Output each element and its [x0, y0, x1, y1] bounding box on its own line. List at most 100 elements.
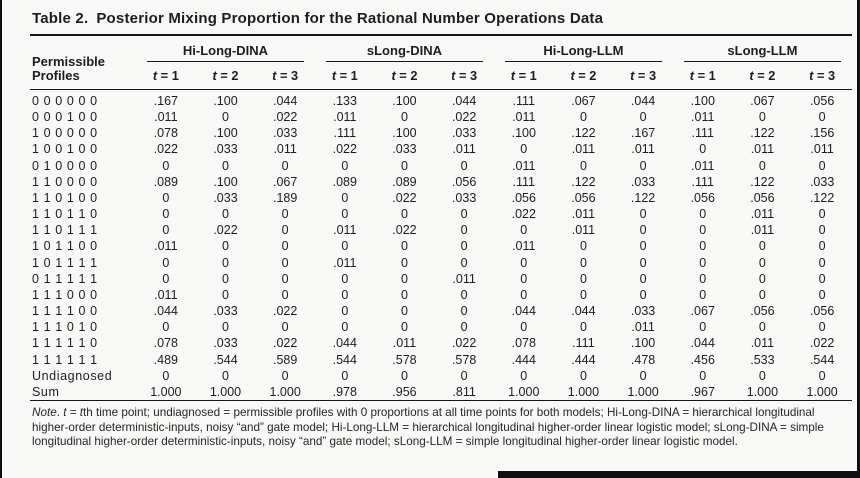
value-cell: .022 — [809, 336, 835, 351]
scan-bottom-bar — [498, 471, 860, 478]
profile-cell: 0 0 0 1 0 0 — [32, 110, 98, 125]
value-cell: .011 — [154, 239, 178, 254]
value-cell: .067 — [690, 304, 715, 319]
value-cell: .044 — [153, 304, 178, 319]
value-cell: .033 — [272, 126, 298, 141]
value-cell: 0 — [400, 158, 408, 173]
value-cell: 0 — [639, 110, 647, 125]
value-cell: 0 — [520, 255, 528, 270]
value-cell: .022 — [272, 304, 298, 319]
group-header-row: Permissible Profiles Hi-Long-DINA sLong-… — [30, 36, 852, 90]
value-cell: 0 — [758, 320, 766, 335]
table-row: 0 0 0 1 0 0 .011 0 .022 .011 0 .022 .011 0 0 .011 0… — [30, 109, 852, 125]
value-cell: 1.000 — [806, 384, 838, 399]
value-cell: 0 — [341, 271, 349, 286]
group-label: Hi-Long-LLM — [504, 43, 662, 62]
value-cell: 0 — [758, 110, 766, 125]
value-cell: .078 — [511, 336, 536, 351]
time-header-cell: t = 3 — [792, 62, 852, 90]
value-cell: 0 — [699, 207, 707, 222]
value-cell: 0 — [818, 255, 826, 270]
value-cell: .067 — [272, 174, 298, 189]
value-cell: .122 — [809, 190, 835, 205]
time-header-cell: t = 1 — [314, 62, 375, 90]
value-cell: .122 — [571, 174, 596, 189]
value-cell: .011 — [691, 110, 715, 125]
value-cell: .967 — [690, 384, 715, 399]
value-cell: .978 — [332, 384, 357, 399]
table-row: 1 1 0 1 1 0 0 0 0 0 0 0 .022 .011 0 0 .011 0 — [30, 206, 852, 222]
value-cell: 0 — [579, 368, 587, 383]
value-cell: .100 — [392, 94, 417, 108]
value-cell: .011 — [392, 336, 417, 351]
value-cell: 0 — [460, 207, 468, 222]
profile-cell: 1 0 1 1 0 0 — [32, 239, 98, 254]
value-cell: .011 — [512, 239, 536, 254]
value-cell: 0 — [162, 255, 170, 270]
table-row: 0 1 1 1 1 1 0 0 0 0 0 .011 0 0 0 0 0 0 — [30, 271, 852, 287]
profile-cell: Sum — [32, 384, 60, 399]
value-cell: .456 — [690, 352, 715, 367]
value-cell: .033 — [451, 190, 477, 205]
value-cell: 0 — [341, 320, 349, 335]
value-cell: .022 — [332, 142, 357, 157]
value-cell: 0 — [818, 158, 826, 173]
value-cell: 0 — [758, 255, 766, 270]
value-cell: .044 — [451, 94, 477, 108]
value-cell: 0 — [758, 158, 766, 173]
value-cell: .056 — [511, 190, 536, 205]
profile-cell: 1 0 0 0 0 0 — [32, 126, 98, 141]
value-cell: .100 — [392, 126, 417, 141]
table-row: 1 0 1 1 0 0 .011 0 0 0 0 0 .011 0 0 0 0 0 — [30, 238, 852, 254]
value-cell: 0 — [818, 271, 826, 286]
value-cell: .033 — [630, 174, 656, 189]
value-cell: .011 — [810, 142, 834, 157]
group-label: Hi-Long-DINA — [147, 43, 304, 62]
value-cell: .011 — [750, 207, 775, 222]
table-row: 1 0 1 1 1 1 0 0 0 .011 0 0 0 0 0 0 0 0 — [30, 255, 852, 271]
value-cell: .533 — [750, 352, 775, 367]
value-cell: .044 — [272, 94, 298, 108]
value-cell: 0 — [222, 255, 229, 270]
value-cell: .133 — [332, 94, 357, 108]
value-cell: 0 — [699, 320, 707, 335]
value-cell: 0 — [162, 207, 170, 222]
value-cell: 1.000 — [269, 384, 301, 399]
value-cell: 0 — [818, 287, 826, 302]
value-cell: .011 — [512, 110, 536, 125]
value-cell: .011 — [691, 158, 715, 173]
value-cell: .011 — [750, 142, 775, 157]
value-cell: 0 — [639, 239, 647, 254]
value-cell: 0 — [460, 287, 468, 302]
value-cell: 0 — [460, 368, 468, 383]
profile-cell: 0 0 0 0 0 0 — [32, 94, 98, 108]
value-cell: 0 — [281, 207, 289, 222]
value-cell: 0 — [162, 223, 170, 238]
value-cell: .578 — [451, 352, 477, 367]
value-cell: .811 — [452, 384, 476, 399]
value-cell: 0 — [222, 368, 229, 383]
profile-cell: 1 1 0 1 1 0 — [32, 207, 98, 222]
value-cell: 0 — [818, 320, 826, 335]
note-segment: th time point; undiagnosed = permissible… — [32, 405, 824, 449]
value-cell: .089 — [332, 174, 357, 189]
value-cell: .033 — [213, 190, 238, 205]
value-cell: 0 — [281, 223, 289, 238]
value-cell: .011 — [273, 142, 297, 157]
table-row: 0 0 0 0 0 0 .167 .100 .044 .133 .100 .044 .111.… — [30, 90, 852, 110]
value-cell: 0 — [758, 239, 766, 254]
value-cell: .022 — [451, 110, 477, 125]
group-label: sLong-LLM — [683, 43, 841, 62]
time-header-cell: t = 2 — [195, 62, 256, 90]
table-row: 1 1 1 1 0 0 .044 .033 .022 0 0 0 .044 .044 .033 .0… — [30, 303, 852, 319]
value-cell: 0 — [341, 190, 349, 205]
value-cell: .011 — [452, 271, 476, 286]
time-header-cell: t = 1 — [136, 62, 196, 90]
value-cell: 0 — [699, 271, 707, 286]
scan-edge-right — [857, 0, 860, 478]
value-cell: 0 — [222, 320, 229, 335]
value-cell: 0 — [281, 271, 289, 286]
value-cell: 0 — [162, 368, 170, 383]
value-cell: .122 — [750, 126, 775, 141]
